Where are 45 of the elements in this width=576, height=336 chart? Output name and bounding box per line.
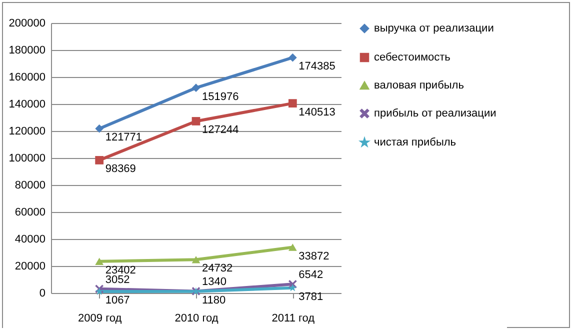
data-label: 1067: [105, 294, 130, 307]
y-tick-label: 100000: [8, 152, 46, 164]
point: [288, 284, 297, 292]
y-tick-label: 80000: [14, 180, 46, 192]
data-label: 33872: [298, 250, 330, 262]
point: [95, 124, 104, 133]
y-tick-label: 160000: [8, 72, 46, 84]
y-tick-label: 0: [39, 288, 46, 300]
y-tick-label: 200000: [8, 18, 46, 30]
data-label: 151976: [202, 90, 239, 103]
legend-label: прибыль от реализации: [374, 108, 496, 120]
x-tick-label: 2009 год: [78, 312, 122, 324]
point: [192, 117, 200, 126]
y-tick-label: 20000: [14, 260, 46, 272]
x-tick-label: 2011 год: [272, 312, 316, 324]
point: [192, 256, 200, 264]
y-tick-label: 60000: [14, 206, 46, 218]
y-tick-label: 140000: [8, 98, 46, 110]
point: [95, 258, 104, 266]
data-label: 121771: [105, 132, 142, 144]
point: [288, 99, 297, 108]
data-label: 174385: [298, 60, 336, 73]
data-label: 140513: [298, 106, 336, 118]
y-tick-label: 120000: [8, 126, 46, 138]
legend-label: чистая прибыль: [374, 136, 456, 148]
data-label: 3781: [298, 290, 324, 303]
point: [192, 84, 200, 92]
point: [95, 156, 104, 164]
data-label: 24732: [202, 262, 233, 275]
y-tick-label: 180000: [8, 44, 46, 56]
point: [288, 244, 297, 251]
legend-label: валовая прибыль: [374, 80, 464, 92]
point: [288, 53, 297, 62]
data-label: 1180: [202, 294, 226, 306]
data-label: 6542: [298, 269, 324, 282]
data-label: 23402: [105, 264, 136, 276]
y-tick-label: 40000: [14, 234, 46, 246]
legend-label: выручка от реализации: [374, 22, 494, 34]
data-label: 98369: [105, 163, 136, 176]
x-tick-label: 2010 год: [174, 312, 219, 324]
data-label: 1340: [202, 276, 226, 288]
data-label: 127244: [202, 124, 239, 136]
point: [95, 287, 104, 295]
legend-label: себестоимость: [374, 52, 451, 64]
data-label: 3052: [105, 274, 130, 286]
